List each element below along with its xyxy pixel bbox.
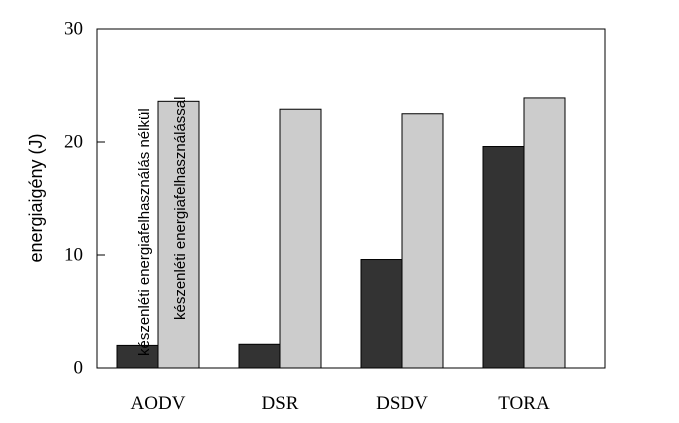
bar-aodv-series-2 [157, 100, 200, 369]
y-tick-label: 0 [74, 357, 84, 378]
series-label-2: készenléti energiafelhasználással [172, 97, 189, 320]
bars-group [116, 97, 566, 369]
bar-tora-series-2 [523, 97, 566, 369]
x-tick-label-tora: TORA [498, 393, 550, 414]
y-axis-ticks: 0 10 20 30 [64, 18, 105, 378]
y-axis-label: energiaigény (J) [26, 133, 46, 262]
plot-frame [96, 28, 606, 369]
x-axis-labels: AODV DSR DSDV TORA [131, 393, 550, 414]
x-tick-label-aodv: AODV [131, 393, 186, 414]
bar-tora-series-1 [482, 146, 525, 369]
y-tick-label: 20 [64, 131, 83, 152]
x-tick-label-dsdv: DSDV [376, 393, 428, 414]
bar-dsr-series-2 [279, 108, 322, 369]
bar-dsr-series-1 [238, 343, 281, 369]
bar-dsdv-series-1 [360, 259, 403, 369]
y-tick-label: 10 [64, 244, 83, 265]
bar-dsdv-series-2 [401, 113, 444, 369]
series-label-1: készenléti energiafelhasználás nélkül [136, 108, 153, 356]
y-tick-label: 30 [64, 18, 83, 39]
x-tick-label-dsr: DSR [262, 393, 299, 414]
